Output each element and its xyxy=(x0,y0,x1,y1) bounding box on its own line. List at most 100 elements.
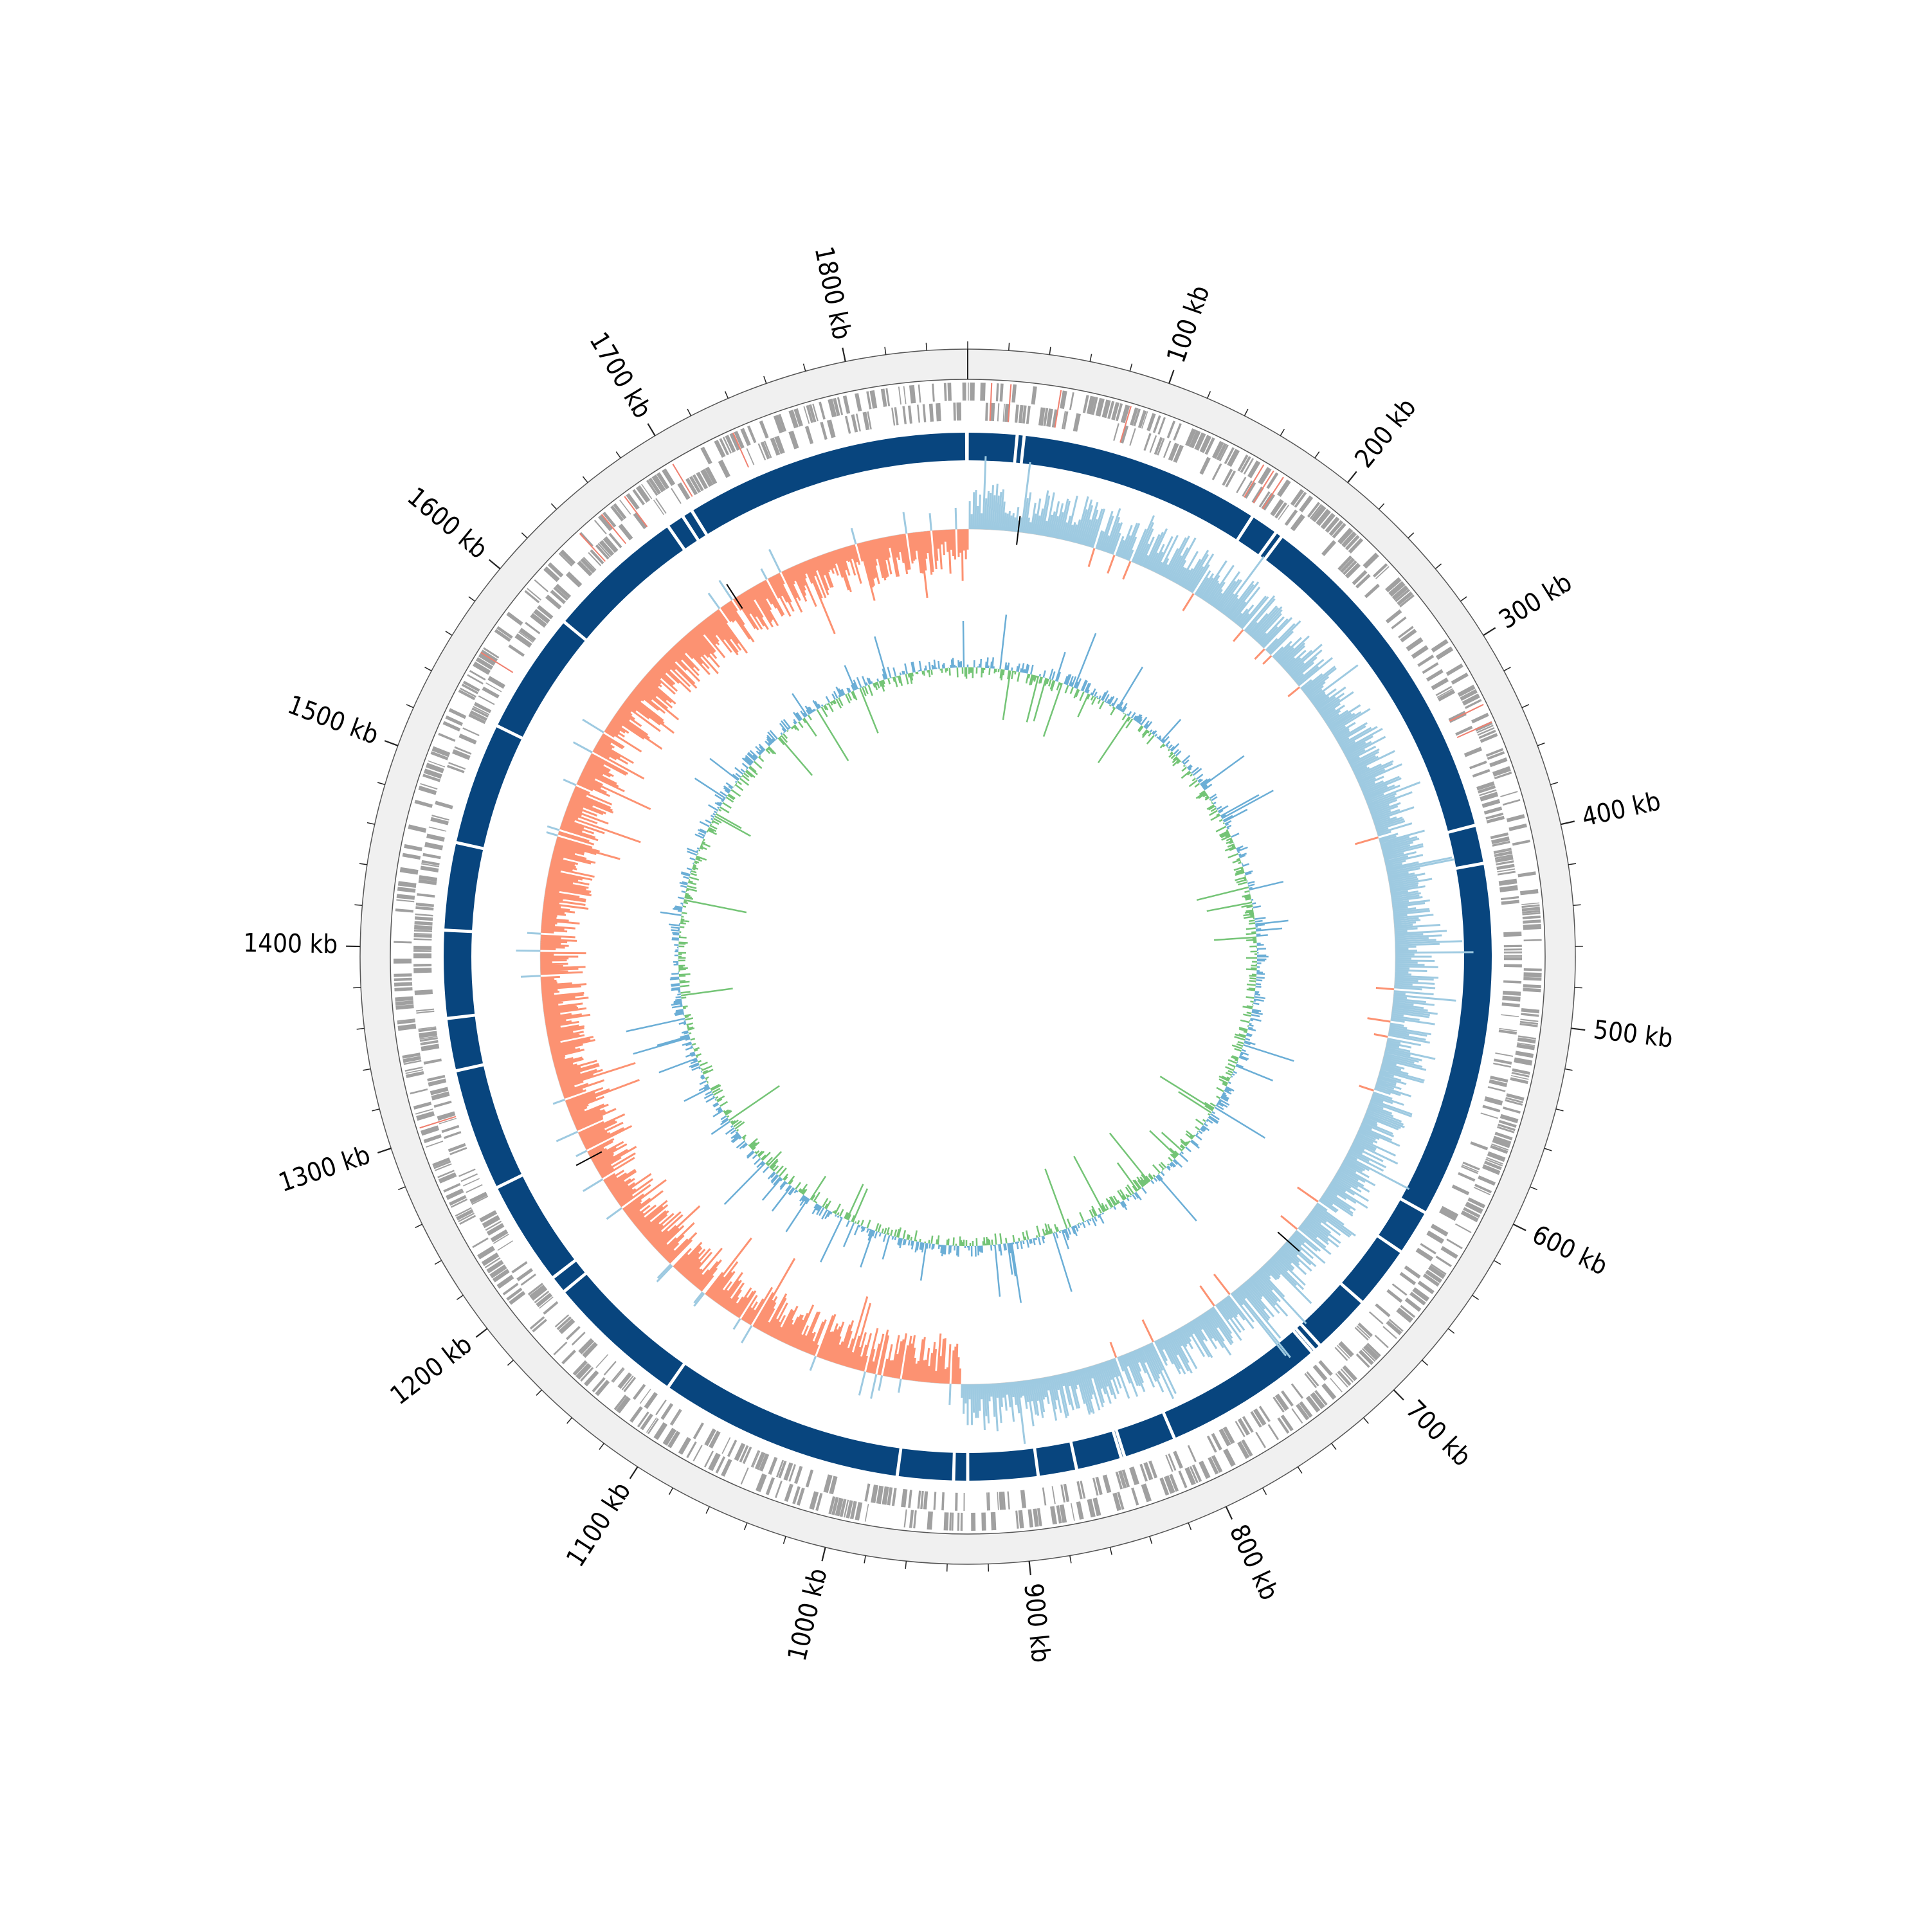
minor-tick xyxy=(804,364,806,372)
position-label: 900 kb xyxy=(1018,1582,1055,1664)
minor-tick xyxy=(1422,1360,1428,1366)
minor-tick xyxy=(1565,1069,1573,1070)
major-tick xyxy=(1169,370,1173,384)
major-tick xyxy=(1226,1506,1232,1519)
position-label: 300 kb xyxy=(1494,568,1577,635)
position-label: 400 kb xyxy=(1579,786,1663,833)
contig xyxy=(955,1453,966,1481)
contig xyxy=(969,1449,1037,1481)
contig xyxy=(899,1449,953,1480)
minor-tick xyxy=(764,376,766,383)
minor-tick xyxy=(1332,1443,1336,1450)
minor-tick xyxy=(616,452,620,458)
minor-tick xyxy=(1009,343,1010,350)
minor-tick xyxy=(1448,1328,1454,1333)
minor-tick xyxy=(1315,452,1319,458)
minor-tick xyxy=(1364,1418,1369,1423)
minor-tick xyxy=(885,347,886,355)
major-tick xyxy=(1561,821,1574,824)
minor-tick xyxy=(864,1556,865,1564)
major-tick xyxy=(1394,1390,1404,1400)
position-label: 1100 kb xyxy=(561,1477,637,1572)
minor-tick xyxy=(1537,743,1544,746)
minor-tick xyxy=(377,782,385,784)
minor-tick xyxy=(398,1187,405,1190)
major-tick xyxy=(842,348,845,362)
minor-tick xyxy=(1556,1109,1564,1111)
position-label: 100 kb xyxy=(1161,282,1215,366)
position-label: 1200 kb xyxy=(385,1330,478,1411)
minor-tick xyxy=(357,1028,365,1029)
position-label: 1000 kb xyxy=(783,1566,833,1664)
contig xyxy=(969,433,1016,462)
major-tick xyxy=(1348,471,1357,482)
minor-tick xyxy=(469,597,475,601)
position-label: 1500 kb xyxy=(284,690,383,750)
minor-tick xyxy=(905,1561,906,1569)
minor-tick xyxy=(367,823,375,825)
minor-tick xyxy=(536,1390,541,1396)
minor-tick xyxy=(1090,354,1091,362)
minor-tick xyxy=(706,1506,709,1513)
minor-tick xyxy=(1435,564,1441,569)
major-tick xyxy=(489,560,500,569)
major-tick xyxy=(822,1548,825,1561)
position-label: 700 kb xyxy=(1400,1395,1477,1472)
minor-tick xyxy=(1130,364,1132,372)
position-label: 600 kb xyxy=(1528,1220,1612,1281)
minor-tick xyxy=(1522,705,1529,708)
position-label: 1600 kb xyxy=(401,482,493,564)
minor-tick xyxy=(1070,1556,1071,1564)
minor-tick xyxy=(1460,597,1467,601)
major-tick xyxy=(630,1467,638,1478)
position-label: 800 kb xyxy=(1224,1520,1284,1605)
major-tick xyxy=(1483,627,1496,635)
minor-tick xyxy=(926,343,927,350)
position-label: 1700 kb xyxy=(583,327,657,423)
minor-tick xyxy=(551,503,556,509)
minor-tick xyxy=(406,705,413,708)
minor-tick xyxy=(457,1296,463,1300)
minor-tick xyxy=(1263,1488,1267,1494)
position-label: 1300 kb xyxy=(275,1140,374,1198)
major-tick xyxy=(1029,1561,1031,1575)
minor-tick xyxy=(687,409,691,416)
minor-tick xyxy=(425,667,432,671)
minor-tick xyxy=(1494,1261,1500,1265)
major-tick xyxy=(1513,1224,1526,1231)
minor-tick xyxy=(669,1488,673,1494)
contig xyxy=(1036,1443,1075,1476)
minor-tick xyxy=(1530,1187,1537,1190)
minor-tick xyxy=(359,863,367,865)
minor-tick xyxy=(1550,782,1558,784)
minor-tick xyxy=(1150,1537,1152,1544)
major-tick xyxy=(476,1328,487,1337)
position-label: 1800 kb xyxy=(809,244,857,342)
minor-tick xyxy=(415,1224,422,1227)
minor-tick xyxy=(1298,1467,1302,1473)
position-label: 200 kb xyxy=(1349,393,1422,473)
minor-tick xyxy=(1188,1523,1191,1530)
minor-tick xyxy=(508,1360,514,1366)
major-tick xyxy=(1571,1028,1585,1030)
minor-tick xyxy=(1544,1148,1552,1151)
minor-tick xyxy=(745,1523,747,1530)
position-label: 1400 kb xyxy=(243,928,338,959)
minor-tick xyxy=(1379,503,1384,509)
minor-tick xyxy=(1049,347,1051,355)
minor-tick xyxy=(599,1443,604,1450)
minor-tick xyxy=(372,1109,380,1111)
minor-tick xyxy=(1208,392,1211,399)
minor-tick xyxy=(446,631,452,635)
minor-tick xyxy=(784,1537,786,1544)
minor-tick xyxy=(521,533,527,538)
minor-tick xyxy=(725,392,729,399)
minor-tick xyxy=(567,1418,572,1423)
minor-tick xyxy=(1244,409,1247,416)
minor-tick xyxy=(583,476,588,482)
minor-tick xyxy=(1504,667,1511,671)
minor-tick xyxy=(1568,863,1576,865)
major-tick xyxy=(385,741,398,746)
